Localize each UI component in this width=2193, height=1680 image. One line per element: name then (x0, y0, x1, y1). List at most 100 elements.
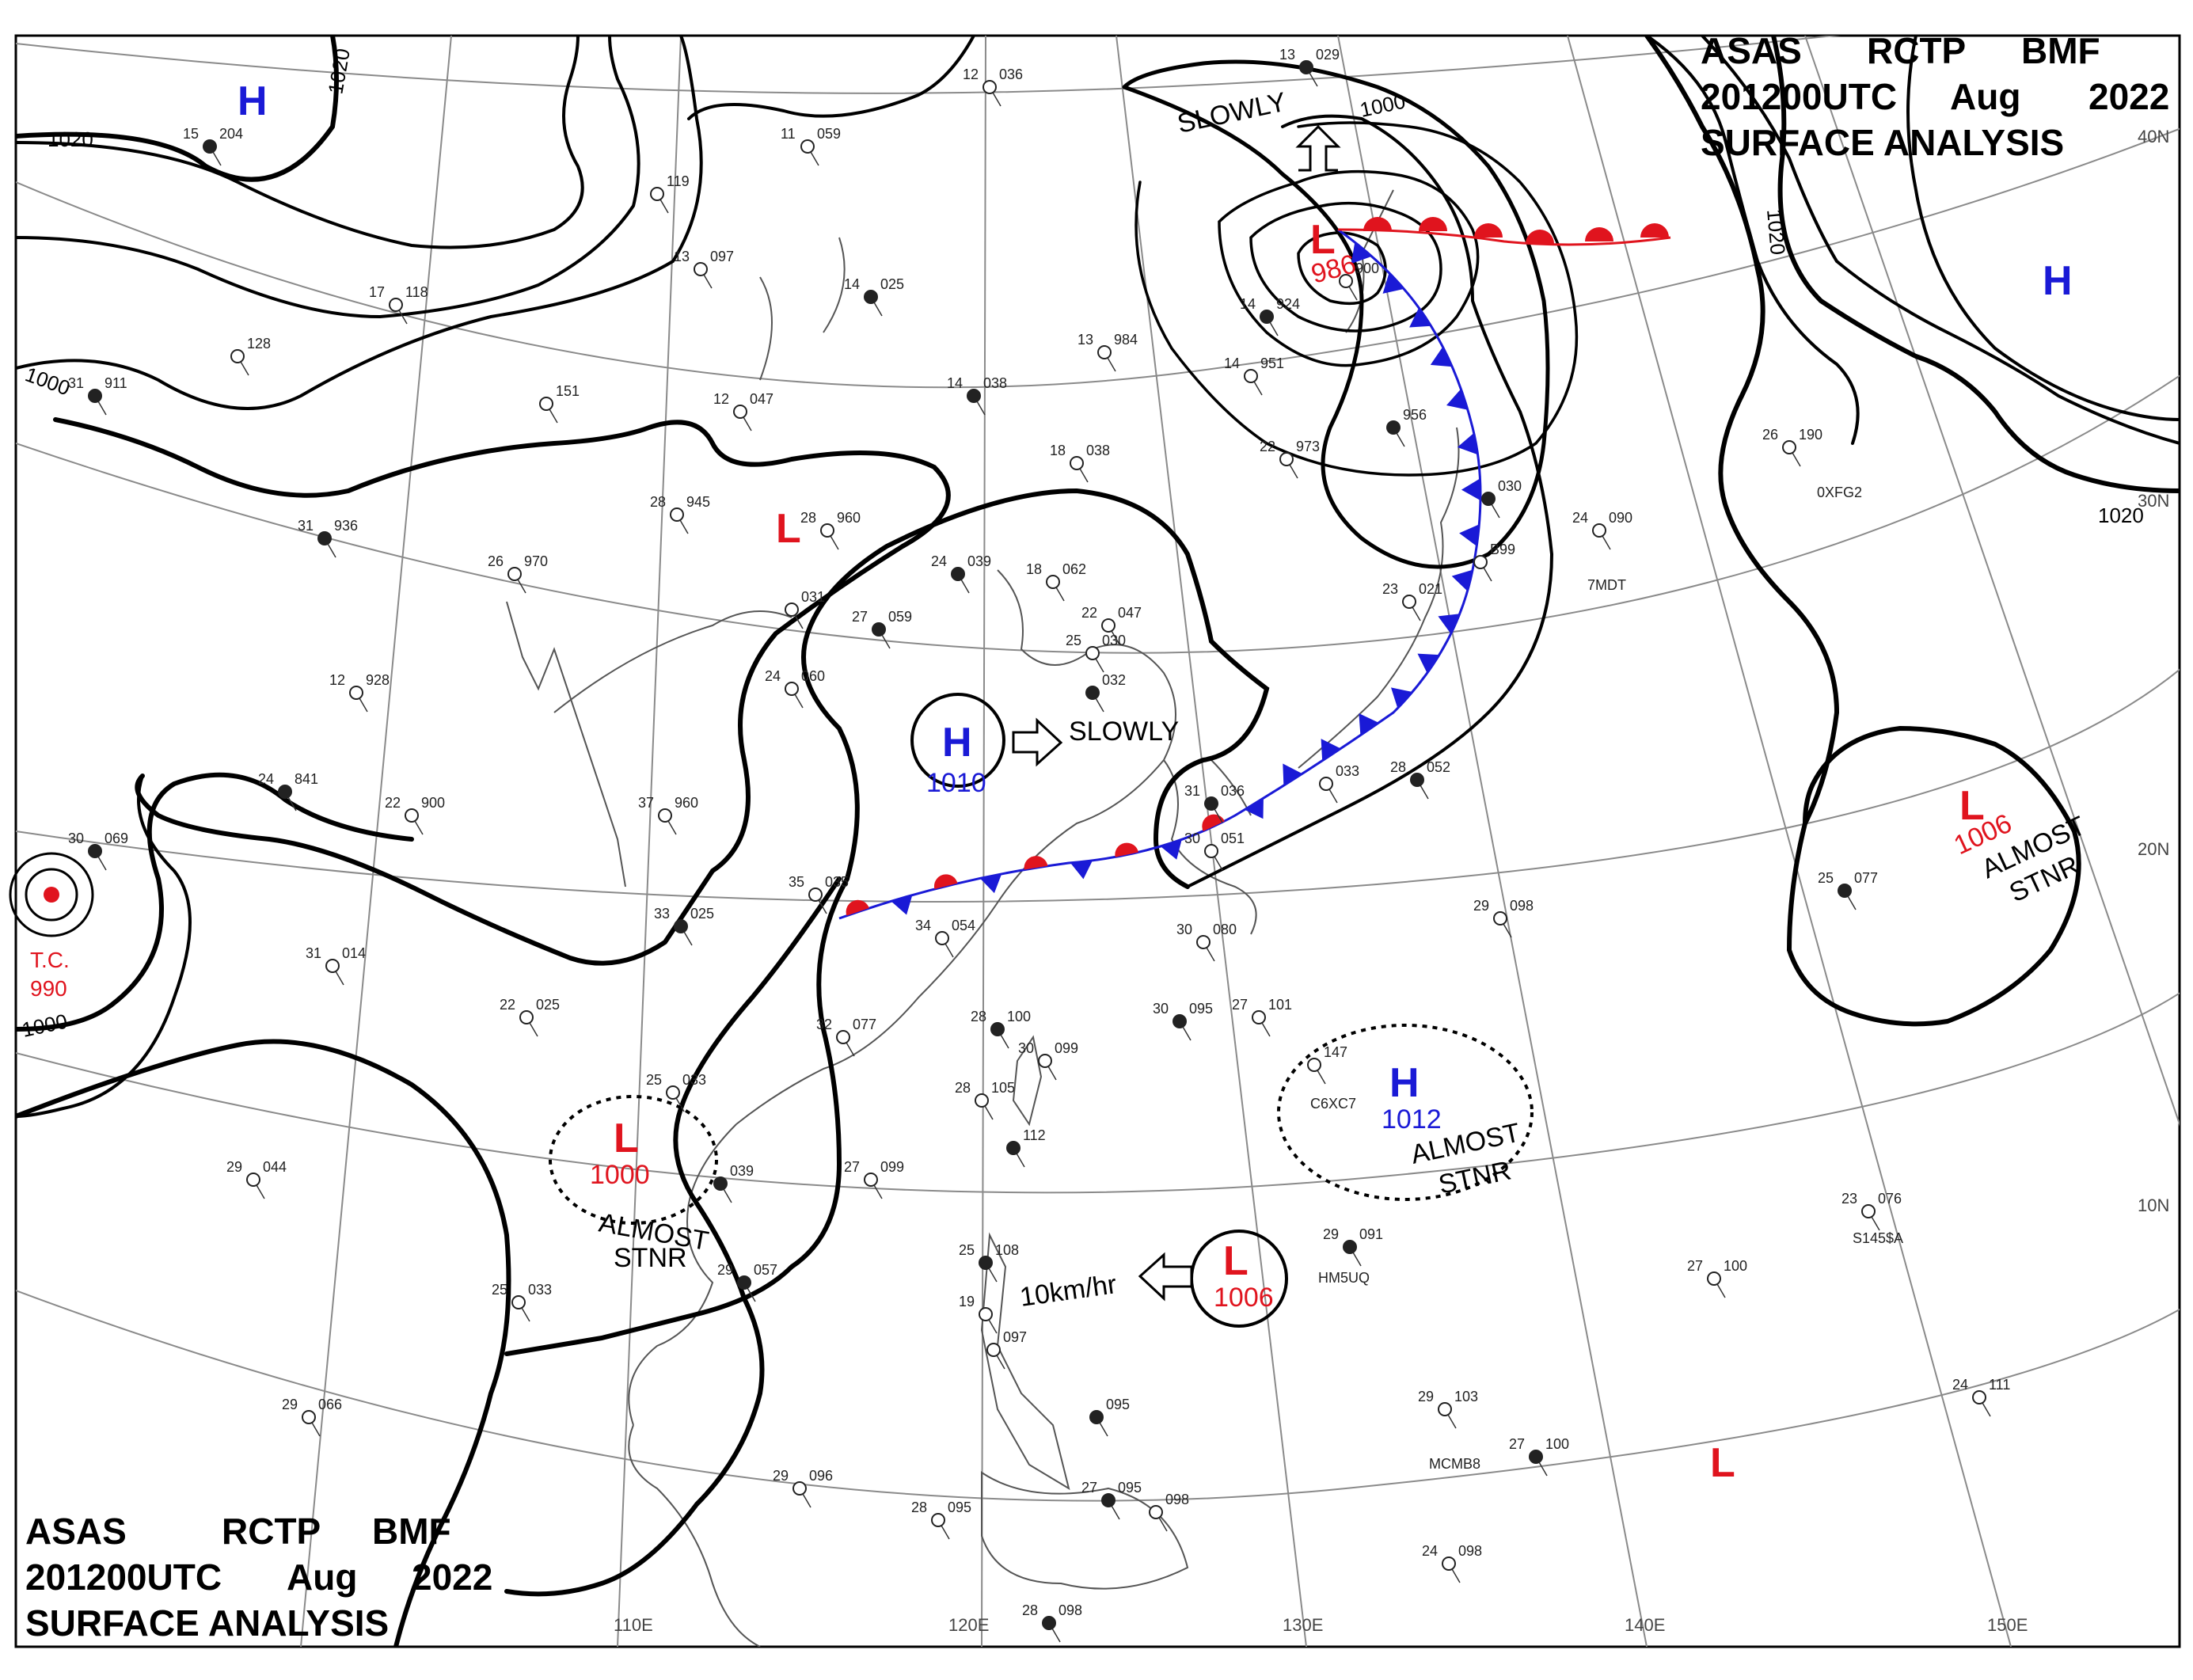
cold-front-triangle-icon (1451, 569, 1473, 591)
title-month: Aug (1950, 76, 2020, 117)
station-plot: 22 025 (500, 997, 560, 1037)
cold-front-triangle-icon (891, 895, 913, 915)
station-pressure: 025 (880, 276, 904, 292)
station-plot: 26 190 (1762, 427, 1822, 467)
station-circle-icon (230, 349, 245, 363)
isobar-1020-ne (1771, 36, 2180, 493)
low-dashed-isobar (549, 1095, 718, 1225)
station-pressure: 025 (536, 997, 560, 1013)
station-plot: 151 (539, 383, 580, 424)
station-circle-icon (1307, 1058, 1321, 1072)
station-pressure: 103 (1454, 1389, 1478, 1404)
station-pressure: 054 (952, 918, 975, 933)
station-circle-icon (694, 262, 708, 276)
station-circle-icon (1204, 796, 1218, 811)
station-plot: 098 (1149, 1492, 1189, 1532)
station-plot: 24 841 (258, 771, 318, 811)
cold-front-triangle-icon (979, 873, 1002, 894)
system-letter: L (1710, 1440, 1735, 1486)
station-temp: 28 (955, 1080, 971, 1096)
title-block-top: ASAS RCTP BMF 201200UTC Aug 2022 SURFACE… (1701, 30, 2169, 163)
station-circle-icon (1196, 935, 1211, 949)
station-plot: 128 (230, 336, 271, 376)
station-plot: 14 038 (947, 375, 1007, 416)
isobar-1000-central (53, 417, 951, 966)
motion-arrow (1295, 124, 1341, 172)
station-pressure: 095 (1189, 1001, 1213, 1017)
station-temp: 30 (1184, 830, 1200, 846)
station-temp: 27 (844, 1159, 860, 1175)
warm-front-bump-icon (933, 874, 958, 889)
station-pressure: 951 (1260, 355, 1284, 371)
station-plot: 112 (1006, 1127, 1046, 1168)
station-temp: 14 (1240, 296, 1256, 312)
station-plot: 097 (986, 1329, 1027, 1370)
cold-front-triangle-icon (1430, 346, 1453, 367)
station-pressure: 924 (1276, 296, 1300, 312)
warm-front-bump-icon (1526, 230, 1554, 244)
cold-front-triangle-icon (1461, 478, 1481, 501)
station-plot: 30 095 (1153, 1001, 1213, 1041)
station-circle-icon (405, 808, 419, 823)
station-circle-icon (1707, 1271, 1721, 1286)
high-closed-isobar (910, 693, 1005, 788)
station-plots: 15 204 11 059 12 036 13 029 119 13 097 14 025 17 118 12… (68, 47, 2010, 1643)
station-pressure: 090 (1609, 510, 1632, 526)
station-plot: 13 097 (674, 249, 734, 289)
station-pressure: 204 (219, 126, 243, 142)
ship-id: MCMB8 (1429, 1456, 1480, 1472)
station-circle-icon (808, 888, 823, 902)
station-temp: 11 (781, 126, 796, 142)
station-plot: 31 014 (306, 945, 366, 986)
lon-130e-line (1116, 36, 1307, 1647)
isobar-1004-japan (1186, 114, 1554, 888)
station-plot: 22 973 (1260, 439, 1320, 479)
station-temp: 17 (369, 284, 385, 300)
station-circle-icon (1343, 1240, 1357, 1254)
cold-front-triangle-icon (1382, 272, 1404, 294)
station-circle-icon (1493, 911, 1507, 926)
station-circle-icon (982, 80, 997, 94)
station-plot: 956 (1386, 407, 1427, 447)
station-circle-icon (836, 1030, 850, 1044)
stnr-label-line2: STNR (614, 1243, 687, 1273)
cold-front-triangle-icon (1417, 653, 1440, 674)
station-circle-icon (979, 1256, 993, 1270)
warm-front-bump-icon (846, 899, 869, 916)
tc-symbol-icon (44, 887, 59, 903)
station-temp: 15 (183, 126, 199, 142)
station-pressure: 036 (1221, 783, 1245, 799)
isobar-label: 1020 (1762, 208, 1790, 256)
station-pressure: 098 (1510, 898, 1534, 914)
station-temp: 28 (911, 1499, 927, 1515)
lon-label: 120E (948, 1615, 989, 1635)
station-plot: 14 924 (1240, 296, 1300, 336)
station-pressure: 099 (1055, 1040, 1078, 1056)
isobar-1012-a (16, 36, 584, 249)
high-center-yellow-sea: H 1010 SLOWLY (910, 693, 1179, 798)
station-temp: 28 (650, 494, 666, 510)
station-circle-icon (800, 139, 815, 154)
station-plot: 12 928 (329, 672, 390, 713)
station-pressure: 077 (1854, 870, 1878, 886)
station-plot: 033 (1319, 763, 1359, 804)
warm-front-bump-icon (1115, 842, 1139, 857)
station-plot: 25 108 (959, 1242, 1019, 1283)
cold-front-triangle-icon (1070, 860, 1093, 880)
station-temp: 24 (931, 553, 947, 569)
station-temp: 28 (1022, 1602, 1038, 1618)
system-letter: L (1310, 217, 1336, 263)
lat-50n-line (16, 36, 1841, 94)
station-plot: 31 036 (1184, 783, 1245, 823)
title-code: BMF (372, 1511, 451, 1552)
station-pressure: 044 (263, 1159, 287, 1175)
cold-front-triangle-icon (1457, 432, 1478, 455)
lat-30n-line (16, 374, 2180, 654)
station-circle-icon (1386, 420, 1401, 435)
station-circle-icon (1173, 1014, 1187, 1028)
coastline-inner-asia (553, 610, 792, 713)
system-letter: L (776, 506, 801, 552)
station-temp: 27 (1687, 1258, 1703, 1274)
title-code: ASAS (25, 1511, 127, 1552)
station-circle-icon (990, 1022, 1005, 1036)
